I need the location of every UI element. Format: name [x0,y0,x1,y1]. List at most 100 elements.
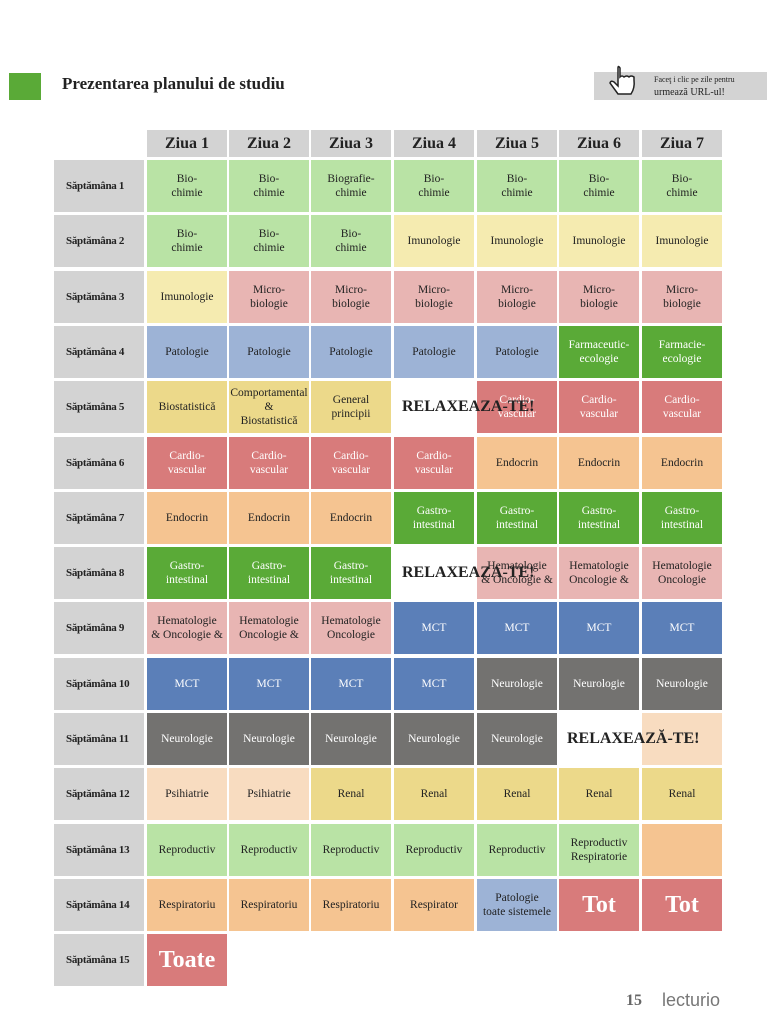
day-cell[interactable]: Bio- chimie [477,160,557,212]
day-cell[interactable]: Respiratoriu [229,878,309,931]
day-cell[interactable]: Reproductiv [477,823,557,876]
day-cell[interactable]: Cardio- vascular [311,436,391,489]
day-cell[interactable]: Cardio- vascular [642,381,722,434]
day-cell[interactable]: Neurologie [229,713,309,765]
day-cell[interactable]: Neurologie [311,713,391,765]
day-cell[interactable]: MCT [559,602,639,655]
day-cell[interactable]: Bio- chimie [642,160,722,212]
day-cell[interactable]: Bio- chimie [559,160,639,212]
day-cell[interactable]: Imunologie [477,215,557,268]
day-cell[interactable]: Cardio- vascular [147,436,227,489]
day-header[interactable]: Ziua 2 [229,130,309,157]
day-cell[interactable]: Endocrin [477,436,557,489]
day-cell[interactable]: RELAXEAZA-TE! [394,547,534,600]
day-cell[interactable]: Imunologie [394,215,474,268]
day-cell[interactable]: MCT [394,602,474,655]
day-cell[interactable]: Gastro- intestinal [229,547,309,600]
day-cell[interactable]: Bio- chimie [229,160,309,212]
day-cell[interactable]: Imunologie [147,270,227,323]
day-cell[interactable]: Patologie [311,325,391,378]
day-header[interactable]: Ziua 4 [394,130,474,157]
day-cell[interactable]: Patologie [394,325,474,378]
day-cell[interactable]: Tot [559,878,639,931]
day-cell[interactable]: Gastro- intestinal [147,547,227,600]
day-cell[interactable]: Reproductiv [229,823,309,876]
day-cell[interactable]: Reproductiv [394,823,474,876]
day-cell[interactable]: Gastro- intestinal [559,491,639,544]
day-cell[interactable]: Biografie- chimie [311,160,391,212]
day-cell[interactable]: Reproductiv Respiratorie [559,823,639,876]
day-cell[interactable]: Toate [147,934,227,987]
day-cell[interactable]: Psihiatrie [229,768,309,821]
day-cell[interactable]: Gastro- intestinal [394,491,474,544]
day-cell[interactable]: Biostatistică [147,381,227,434]
day-cell[interactable]: Gastro- intestinal [642,491,722,544]
day-header[interactable]: Ziua 1 [147,130,227,157]
day-cell[interactable]: Imunologie [559,215,639,268]
day-cell[interactable]: Neurologie [477,657,557,710]
day-cell[interactable] [642,713,722,765]
day-cell[interactable]: Hematologie Oncologie & [559,547,639,600]
day-cell[interactable]: Micro- biologie [642,270,722,323]
day-cell[interactable]: Cardio- vascular [477,381,557,434]
day-cell[interactable]: Gastro- intestinal [311,547,391,600]
day-cell[interactable]: Renal [311,768,391,821]
day-cell[interactable]: Renal [642,768,722,821]
day-cell[interactable]: MCT [311,657,391,710]
day-cell[interactable]: Gastro- intestinal [477,491,557,544]
day-cell[interactable]: Micro- biologie [311,270,391,323]
day-cell[interactable]: Farmaceutic- ecologie [559,325,639,378]
day-cell[interactable]: RELAXEAZA-TE! [394,381,534,434]
day-cell[interactable]: Bio- chimie [311,215,391,268]
day-cell[interactable]: Endocrin [311,491,391,544]
day-cell[interactable]: General principii [311,381,391,434]
day-cell[interactable]: Cardio- vascular [559,381,639,434]
day-cell[interactable] [642,823,722,876]
day-cell[interactable]: MCT [229,657,309,710]
day-cell[interactable]: Micro- biologie [394,270,474,323]
day-cell[interactable]: Neurologie [394,713,474,765]
day-cell[interactable]: MCT [147,657,227,710]
day-header[interactable]: Ziua 6 [559,130,639,157]
day-cell[interactable]: Reproductiv [311,823,391,876]
day-cell[interactable]: Respirator [394,878,474,931]
day-header[interactable]: Ziua 7 [642,130,722,157]
day-cell[interactable]: Micro- biologie [229,270,309,323]
day-cell[interactable]: Cardio- vascular [229,436,309,489]
day-cell[interactable]: Endocrin [229,491,309,544]
day-cell[interactable]: Respiratoriu [311,878,391,931]
day-cell[interactable]: Renal [394,768,474,821]
day-cell[interactable]: Psihiatrie [147,768,227,821]
day-cell[interactable]: MCT [477,602,557,655]
day-cell[interactable]: Bio- chimie [147,160,227,212]
day-cell[interactable]: RELAXEAZĂ-TE! [559,713,699,765]
day-cell[interactable]: Hematologie & Oncologie & [147,602,227,655]
day-cell[interactable]: MCT [394,657,474,710]
day-cell[interactable]: Micro- biologie [477,270,557,323]
day-cell[interactable]: Neurologie [559,657,639,710]
day-header[interactable]: Ziua 5 [477,130,557,157]
day-cell[interactable]: Endocrin [642,436,722,489]
day-cell[interactable]: Renal [559,768,639,821]
day-cell[interactable]: Hematologie Oncologie [311,602,391,655]
day-cell[interactable]: Patologie [477,325,557,378]
day-cell[interactable]: Tot [642,878,722,931]
day-cell[interactable]: Farmacie- ecologie [642,325,722,378]
day-cell[interactable]: Endocrin [147,491,227,544]
day-cell[interactable]: Neurologie [147,713,227,765]
day-cell[interactable]: Micro- biologie [559,270,639,323]
day-cell[interactable]: Respiratoriu [147,878,227,931]
day-cell[interactable]: Neurologie [642,657,722,710]
day-cell[interactable]: Patologie [147,325,227,378]
day-cell[interactable]: Patologie toate sistemele [477,878,557,931]
day-cell[interactable]: Reproductiv [147,823,227,876]
day-cell[interactable]: Neurologie [477,713,557,765]
day-cell[interactable]: Endocrin [559,436,639,489]
day-cell[interactable]: Bio- chimie [229,215,309,268]
day-cell[interactable]: Hematologie Oncologie & [229,602,309,655]
day-cell[interactable]: Comportamental & Biostatistică [229,381,309,434]
day-cell[interactable]: Bio- chimie [147,215,227,268]
day-cell[interactable]: Hematologie & Oncologie & [477,547,557,600]
day-header[interactable]: Ziua 3 [311,130,391,157]
day-cell[interactable]: Bio- chimie [394,160,474,212]
